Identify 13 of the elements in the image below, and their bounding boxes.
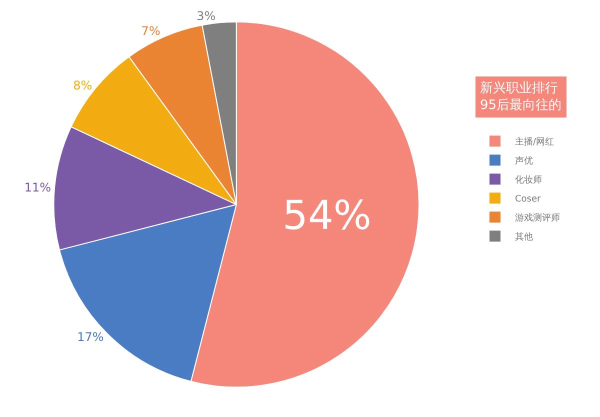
data-label: 54% xyxy=(282,192,372,239)
data-label: 8% xyxy=(73,78,92,92)
data-label: 11% xyxy=(24,180,52,194)
legend-label: 游戏测评师 xyxy=(515,212,560,224)
legend-label: 化妆师 xyxy=(515,174,542,186)
data-label: 17% xyxy=(77,330,104,344)
legend-label: 声优 xyxy=(515,156,533,167)
text: 新兴职业排行 95后最向往的 xyxy=(480,81,562,113)
legend-label: 其他 xyxy=(515,232,533,243)
data-label: 7% xyxy=(141,24,160,38)
data-label: 3% xyxy=(196,8,216,23)
legend-label: 主播/网红 xyxy=(515,136,554,148)
legend-label: Coser xyxy=(515,194,542,205)
